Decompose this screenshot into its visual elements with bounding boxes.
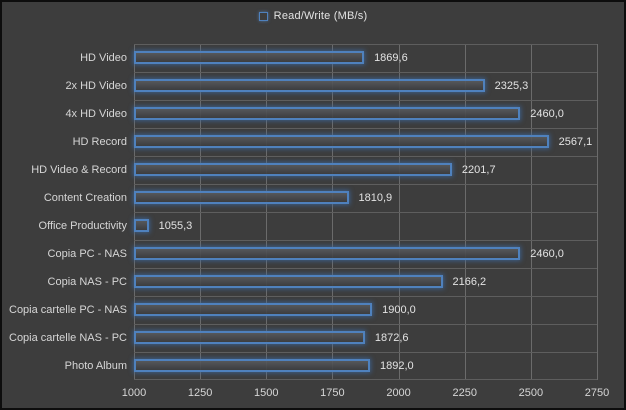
x-axis-tick-label: 2000 [386,387,411,399]
value-label: 1869,6 [374,52,408,64]
value-label: 1892,0 [379,360,414,372]
legend-swatch-icon [258,11,268,21]
category-axis: HD Video 2x HD Video 4x HD Video HD Record H… [2,44,127,380]
category-label: 4x HD Video [65,108,127,120]
value-label: 1055,3 [158,220,193,232]
category-label: Copia cartelle NAS - PC [9,332,127,344]
x-axis-tick-label: 2750 [584,387,610,399]
category-label: Copia PC - NAS [47,248,127,260]
x-axis-tick-label: 1750 [320,387,345,399]
bar [134,135,549,148]
x-axis-tick-label: 1500 [254,387,279,399]
category-label: 2x HD Video [65,80,127,92]
legend-label: Read/Write (MB/s) [273,10,368,22]
category-label: HD Video & Record [31,164,127,176]
bar [134,303,373,316]
x-axis-tick-label: 2250 [452,387,477,399]
category-label: HD Video [80,52,127,64]
value-label: 2166,2 [452,276,487,288]
gridline-horizontal [134,267,597,269]
gridline-horizontal [134,212,597,213]
category-label: Photo Album [64,360,127,372]
x-axis-tick-label: 1250 [187,387,213,399]
category-label: Content Creation [43,192,127,204]
value-axis: 1000 1250 1500 1750 2000 2250 2500 2750 [122,384,609,402]
bar [134,247,521,260]
bar [134,51,365,64]
gridline-horizontal [134,324,597,325]
legend: Read/Write (MB/s) [2,10,624,22]
gridline-vertical [597,44,598,380]
bar [134,106,521,120]
value-label: 1900,0 [382,304,416,316]
gridline-horizontal [134,184,597,185]
category-label: Office Productivity [38,220,127,232]
gridline-horizontal [134,296,597,297]
bar [134,79,485,92]
value-label: 2567,1 [558,136,593,148]
value-label: 2460,0 [530,108,564,120]
value-label: 1872,6 [374,332,409,344]
gridline-horizontal [134,155,597,157]
gridline-horizontal [134,128,597,129]
plot-area: 1869,6 2325,3 2460,0 2567,1 2201,7 1810,9 1055… [134,44,598,380]
bar [134,359,370,372]
bar [134,331,365,344]
value-label: 2325,3 [494,80,529,92]
category-label: Copia NAS - PC [47,276,127,288]
value-label: 2201,7 [461,164,496,176]
bar [134,274,443,288]
gridline-horizontal [134,99,597,101]
x-axis-tick-label: 2500 [518,387,544,399]
category-label: Copia cartelle PC - NAS [9,304,127,316]
gridline-horizontal [134,352,597,353]
bar [134,219,149,232]
x-axis-tick-label: 1000 [121,387,147,399]
gridline-horizontal [134,71,597,73]
bar [134,162,452,176]
gridline-horizontal [134,240,597,241]
bar [134,191,349,204]
gridline-horizontal [134,379,597,380]
value-label: 1810,9 [358,192,393,204]
category-label: HD Record [72,136,127,148]
gridline-horizontal [134,44,597,45]
value-label: 2460,0 [530,248,564,260]
